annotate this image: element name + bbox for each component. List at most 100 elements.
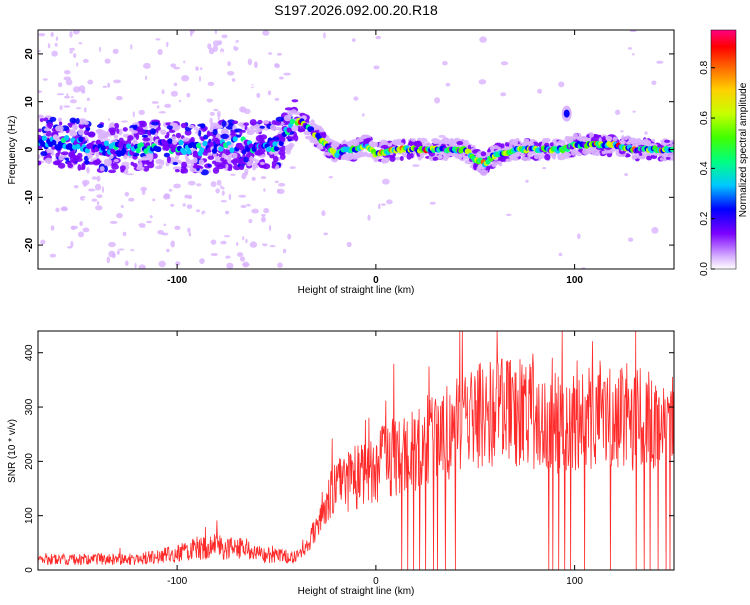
heatmap-spread-cell [410,152,414,159]
heatmap-noise-cell [58,82,63,88]
heatmap-spread-cell [334,156,338,162]
heatmap-noise-cell [251,176,256,181]
heatmap-noise-cell [232,109,236,114]
heatmap-noise-cell [223,235,231,238]
heatmap-noise-cell [124,191,129,197]
heatmap-noise-cell [207,81,215,86]
heatmap-noise-cell [220,185,223,189]
heatmap-noise-cell [199,75,201,82]
heatmap-noise-cell [191,113,196,120]
heatmap-noise-cell [346,241,352,248]
heatmap-noise-cell [169,114,173,119]
heatmap-noise-cell [59,199,67,206]
heatmap-spread-cell [163,152,170,158]
heatmap-noise-cell [247,58,253,66]
heatmap-noise-cell [164,103,172,108]
heatmap-spread-cell [84,124,88,128]
heatmap-noise-cell [170,240,175,248]
heatmap-spread-cell [198,159,205,166]
heatmap-ridge-cell [215,138,221,145]
heatmap-spread-cell [116,128,120,134]
heatmap-spread-cell [69,130,78,137]
heatmap-spread-cell [232,152,238,159]
heatmap-spread-cell [550,142,554,147]
heatmap-noise-cell [254,61,258,69]
heatmap-noise-cell [138,109,145,116]
heatmap-noise-cell [70,96,74,99]
heatmap-noise-cell [202,212,210,218]
heatmap-spread-cell [43,127,51,132]
heatmap-spread-cell [225,164,229,170]
heatmap-noise-cell [152,198,156,202]
heatmap-spread-cell [68,123,73,128]
heatmap-noise-cell [73,53,77,59]
heatmap-noise-cell [268,52,273,55]
heatmap-noise-cell [66,93,69,96]
heatmap-spread-cell [520,156,530,161]
spectrogram-y-tick-label: 10 [24,96,35,108]
heatmap-noise-cell [91,176,98,180]
heatmap-noise-cell [75,107,82,110]
heatmap-noise-cell [174,225,181,230]
heatmap-spread-cell [43,117,49,122]
heatmap-noise-cell [178,99,182,103]
heatmap-spread-cell [274,127,282,131]
heatmap-noise-cell [76,62,79,67]
heatmap-ridge-cell [181,149,187,155]
heatmap-noise-cell [289,166,296,170]
heatmap-ridge-cell [167,138,173,144]
heatmap-spread-cell [479,169,488,177]
heatmap-noise-cell [50,225,55,231]
heatmap-noise-cell [42,78,48,81]
heatmap-spread-cell [544,137,551,143]
heatmap-noise-cell [212,45,219,52]
heatmap-spread-cell [95,150,100,158]
heatmap-noise-cell [250,84,258,88]
heatmap-noise-cell [386,199,393,205]
heatmap-noise-cell [321,210,326,217]
heatmap-noise-cell [60,206,68,212]
heatmap-noise-cell [219,51,225,56]
heatmap-noise-cell [149,215,153,219]
heatmap-noise-cell [69,99,77,104]
heatmap-noise-cell [214,30,217,35]
heatmap-noise-cell [151,101,159,104]
heatmap-noise-cell [500,92,507,97]
heatmap-ridge-cell [186,149,192,155]
heatmap-spread-cell [142,137,151,142]
heatmap-noise-cell [143,203,149,208]
heatmap-spread-cell [123,154,128,160]
heatmap-spread-cell [249,119,257,126]
heatmap-noise-cell [108,241,116,248]
heatmap-noise-cell [65,79,73,86]
heatmap-noise-cell [429,201,436,205]
heatmap-spread-cell [212,167,220,174]
heatmap-noise-cell [260,176,267,180]
heatmap-spread-cell [127,135,134,141]
heatmap-noise-cell [42,101,50,109]
heatmap-spread-cell [275,116,285,122]
heatmap-noise-cell [140,186,147,192]
heatmap-spread-cell [66,161,72,165]
heatmap-spread-cell [631,154,639,160]
heatmap-noise-cell [107,101,113,107]
heatmap-noise-cell [133,189,138,196]
colorbar-tick-label: 0.8 [699,60,710,74]
heatmap-noise-cell [256,92,261,98]
heatmap-spread-cell [155,158,163,165]
heatmap-spread-cell [203,134,209,140]
heatmap-noise-cell [72,86,81,93]
heatmap-spread-cell [291,99,299,103]
colorbar-label: Normalized spectral amplitude [738,82,749,217]
heatmap-noise-cell [64,95,70,99]
heatmap-spread-cell [58,121,63,126]
heatmap-spread-cell [99,166,105,172]
heatmap-noise-cell [130,249,135,252]
heatmap-spread-cell [249,155,254,163]
heatmap-noise-cell [629,30,637,33]
spectrogram-y-tick-label: -10 [24,190,35,205]
heatmap-spread-cell [626,140,634,145]
heatmap-spread-cell [508,138,518,145]
